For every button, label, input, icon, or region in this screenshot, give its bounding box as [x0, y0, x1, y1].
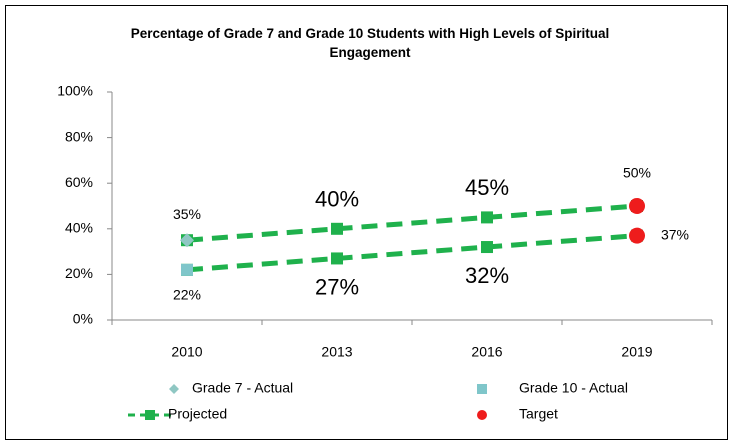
- projected-line: [186, 203, 638, 243]
- x-tick-label: 2019: [621, 344, 652, 360]
- point-marker: [331, 222, 343, 235]
- point-marker: [331, 252, 343, 265]
- x-tick-label: 2013: [321, 344, 352, 360]
- data-label: 40%: [315, 187, 359, 212]
- legend-marker: [477, 410, 487, 420]
- data-label: 50%: [623, 165, 651, 181]
- data-label: 32%: [465, 263, 509, 288]
- data-label: 35%: [173, 206, 201, 222]
- point-marker: [629, 227, 645, 244]
- legend-marker: [145, 410, 155, 420]
- data-label: 22%: [173, 287, 201, 303]
- data-label: 37%: [661, 226, 689, 242]
- data-label: 45%: [465, 175, 509, 200]
- x-tick-label: 2016: [471, 344, 502, 360]
- legend-label: Target: [519, 406, 558, 422]
- y-tick-label: 20%: [65, 265, 93, 281]
- legend-label: Grade 10 - Actual: [519, 380, 628, 396]
- projected-line: [186, 233, 638, 273]
- legend-marker: [477, 384, 487, 394]
- y-tick-label: 80%: [65, 128, 93, 144]
- y-tick-label: 0%: [73, 311, 93, 327]
- y-tick-label: 40%: [65, 220, 93, 236]
- point-marker: [481, 241, 493, 254]
- chart-title: Percentage of Grade 7 and Grade 10 Stude…: [130, 26, 610, 60]
- point-marker: [180, 233, 194, 248]
- data-label: 27%: [315, 274, 359, 299]
- y-tick-label: 60%: [65, 174, 93, 190]
- legend-label: Projected: [168, 406, 227, 422]
- point-marker: [629, 198, 645, 214]
- chart-border: [5, 5, 728, 440]
- legend-label: Grade 7 - Actual: [192, 380, 293, 396]
- point-marker: [481, 211, 493, 224]
- x-tick-label: 2010: [171, 344, 202, 360]
- point-marker: [181, 263, 193, 276]
- y-tick-label: 100%: [57, 83, 93, 99]
- legend-marker: [169, 384, 179, 394]
